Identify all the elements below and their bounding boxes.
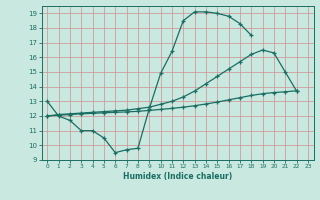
X-axis label: Humidex (Indice chaleur): Humidex (Indice chaleur) (123, 172, 232, 181)
